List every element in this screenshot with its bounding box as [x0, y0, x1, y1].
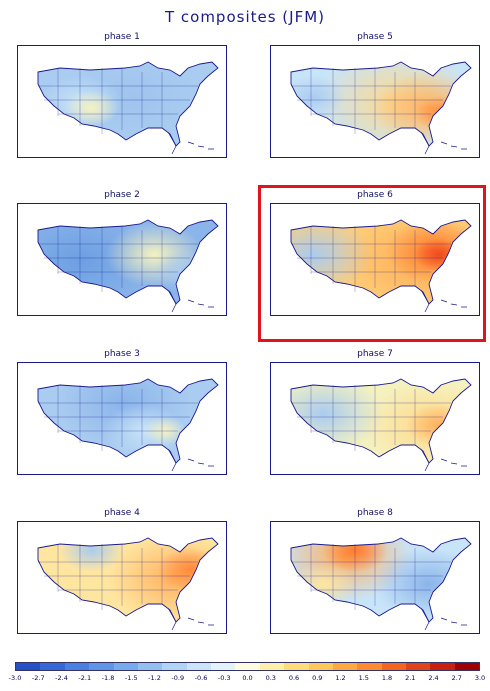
- map-phase1: [17, 45, 227, 158]
- map-phase3: [17, 362, 227, 475]
- colorbar-swatch: [64, 663, 90, 670]
- colorbar-swatch: [381, 663, 406, 670]
- figure-title: T composites (JFM): [164, 8, 326, 26]
- colorbar-label: -2.4: [55, 674, 68, 682]
- colorbar-label: 0.9: [312, 674, 323, 682]
- colorbar-label: -3.0: [8, 674, 22, 682]
- colorbar-swatch: [89, 663, 114, 670]
- panel-phase8: phase 8: [270, 508, 480, 634]
- colorbar-label: 1.8: [381, 674, 393, 682]
- colorbar-label: -1.5: [124, 674, 138, 682]
- map-phase6: [270, 203, 480, 316]
- map-phase8: [270, 521, 480, 634]
- panel-title-phase2: phase 2: [104, 190, 140, 200]
- map-phase2: [17, 203, 227, 316]
- colorbar-swatch: [40, 663, 65, 670]
- colorbar-label: 2.4: [428, 674, 439, 682]
- colorbar-label: -0.9: [171, 674, 185, 682]
- phase-6-highlight-box: [258, 185, 486, 342]
- map-phase5: [270, 45, 480, 158]
- colorbar: [15, 662, 480, 671]
- panel-title-phase6: phase 6: [357, 190, 393, 200]
- panel-title-phase7: phase 7: [357, 349, 393, 359]
- colorbar-label: 2.7: [451, 674, 462, 682]
- panel-phase2: phase 2: [17, 190, 227, 316]
- panel-phase7: phase 7: [270, 349, 480, 475]
- colorbar-swatch: [186, 663, 211, 670]
- colorbar-swatch: [137, 663, 163, 670]
- colorbar-label: -2.1: [78, 674, 92, 682]
- colorbar-swatch: [259, 663, 285, 670]
- colorbar-swatch: [162, 663, 187, 670]
- colorbar-labels: -3.0 -2.7 -2.4 -2.1 -1.8 -1.5 -1.2 -0.9 -0.6 -0.3…: [0, 674, 490, 686]
- map-phase4: [17, 521, 227, 634]
- panel-phase3: phase 3: [17, 349, 227, 475]
- panel-title-phase5: phase 5: [357, 32, 393, 42]
- panel-title-phase1: phase 1: [104, 32, 140, 42]
- colorbar-swatch: [357, 663, 382, 670]
- colorbar-label: 1.2: [335, 674, 346, 682]
- panel-title-phase4: phase 4: [104, 508, 140, 518]
- colorbar-swatch: [16, 663, 41, 670]
- colorbar-label: -2.7: [31, 674, 45, 682]
- colorbar-label: 1.5: [358, 674, 369, 682]
- panel-phase4: phase 4: [17, 508, 227, 634]
- panel-phase1: phase 1: [17, 32, 227, 158]
- colorbar-label: 0.0: [242, 674, 253, 682]
- colorbar-label: -1.8: [101, 674, 115, 682]
- colorbar-swatch: [332, 663, 358, 670]
- colorbar-swatch: [406, 663, 431, 670]
- colorbar-swatch: [113, 663, 138, 670]
- colorbar-label: 0.6: [288, 674, 300, 682]
- colorbar-label: 0.3: [265, 674, 276, 682]
- panel-title-phase3: phase 3: [104, 349, 140, 359]
- panel-phase6: phase 6: [270, 190, 480, 316]
- colorbar-swatch: [454, 663, 480, 670]
- colorbar-label: 3.0: [474, 674, 486, 682]
- colorbar-label: 2.1: [405, 674, 416, 682]
- colorbar-swatch: [430, 663, 455, 670]
- colorbar-label: -0.6: [194, 674, 208, 682]
- colorbar-swatch: [308, 663, 333, 670]
- panel-phase5: phase 5: [270, 32, 480, 158]
- panel-title-phase8: phase 8: [357, 508, 393, 518]
- colorbar-label: -1.2: [148, 674, 161, 682]
- map-phase7: [270, 362, 480, 475]
- colorbar-swatch: [211, 663, 236, 670]
- colorbar-swatch: [235, 663, 260, 670]
- colorbar-swatch: [284, 663, 309, 670]
- colorbar-label: -0.3: [217, 674, 231, 682]
